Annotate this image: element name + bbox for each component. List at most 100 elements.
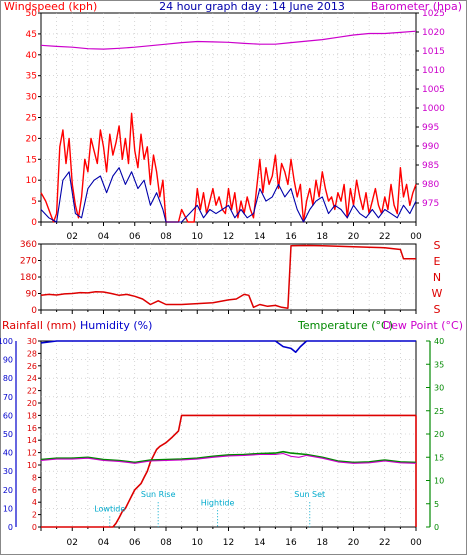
wind-panel-xtick-label: 04 [98,232,110,242]
rain-panel-xtick-label: 02 [67,538,78,548]
wind-panel-xtick-label: 18 [317,232,329,242]
direction-tick-label: 180 [20,273,37,283]
compass-letter: S [434,239,441,252]
windspeed-tick-label: 35 [26,72,37,82]
chart-title: 24 hour graph day : 14 June 2013 [159,0,345,13]
annotation-label: Lowtide [94,505,125,514]
humidity-tick-label: 20 [3,486,13,495]
windspeed-tick-label: 50 [26,9,38,19]
barometer-line [40,30,417,50]
windspeed-tick-label: 20 [26,134,38,144]
temperature-tick-label: 15 [434,453,444,462]
rain-humidity-temperature-panel: 0102030405060708090100024681012141618202… [0,337,444,548]
wind-barometer-panel: 0510152025303540455097598098599099510001… [26,9,446,242]
rain-panel-xtick-label: 10 [192,538,204,548]
rainfall-tick-label: 8 [32,473,37,482]
wind-average-line [40,167,417,223]
rainfall-tick-label: 14 [27,436,37,445]
rain-panel-xtick-label: 04 [98,538,110,548]
annotation-label: Hightide [201,498,235,507]
rainfall-tick-label: 16 [27,424,37,433]
humidity-axis-title: Humidity (%) [80,319,152,332]
temperature-tick-label: 10 [434,477,444,486]
temperature-tick-label: 0 [434,523,439,532]
barometer-axis-title: Barometer (hpa) [371,0,462,13]
barometer-tick-label: 1015 [422,47,445,57]
barometer-tick-label: 985 [422,161,439,171]
rain-panel-xtick-label: 08 [160,538,172,548]
humidity-line [40,340,416,354]
wind-panel-xtick-label: 10 [192,232,204,242]
barometer-tick-label: 1020 [422,28,445,38]
rain-panel-xtick-label: 22 [379,538,390,548]
direction-tick-label: 360 [20,240,37,250]
rainfall-tick-label: 22 [27,387,37,396]
windspeed-axis-title: Windspeed (kph) [4,0,97,13]
windspeed-tick-label: 10 [26,176,38,186]
dewpoint-axis-title: Dew Point (°C) [383,319,463,332]
rainfall-tick-label: 2 [32,511,37,520]
rain-panel-xtick-label: 18 [317,538,329,548]
rainfall-tick-label: 24 [27,374,37,383]
rainfall-tick-label: 30 [27,337,37,346]
rainfall-tick-label: 0 [32,523,37,532]
windspeed-tick-label: 25 [26,114,37,124]
wind-gust-line [40,112,417,223]
wind-panel-xtick-label: 16 [285,232,297,242]
rain-panel-xtick-label: 16 [285,538,297,548]
annotation-label: Sun Set [294,490,325,499]
temperature-tick-label: 5 [434,500,439,509]
windspeed-tick-label: 0 [31,218,37,228]
temperature-tick-label: 25 [434,407,444,416]
rainfall-tick-label: 6 [32,486,37,495]
barometer-tick-label: 1000 [422,104,445,114]
wind-direction-line [40,244,416,309]
rain-panel-xtick-label: 00 [410,538,422,548]
barometer-tick-label: 1025 [422,9,445,19]
humidity-tick-label: 10 [3,504,13,513]
rainfall-axis-title: Rainfall (mm) [2,319,76,332]
humidity-tick-label: 70 [3,393,13,402]
temperature-tick-label: 35 [434,360,444,369]
humidity-tick-label: 30 [3,467,13,476]
rainfall-tick-label: 10 [27,461,37,470]
barometer-tick-label: 1010 [422,66,445,76]
temperature-line [40,450,417,464]
humidity-tick-label: 50 [3,430,13,439]
rainfall-tick-label: 26 [27,362,37,371]
wind-panel-xtick-label: 22 [379,232,390,242]
compass-letter: W [432,287,443,300]
direction-tick-label: 270 [20,257,37,267]
temperature-tick-label: 40 [434,337,444,346]
wind-panel-xtick-label: 14 [254,232,266,242]
rain-panel-xtick-label: 20 [348,538,360,548]
rain-panel-xtick-label: 12 [223,538,234,548]
rainfall-tick-label: 12 [27,449,37,458]
windspeed-tick-label: 45 [26,30,37,40]
barometer-tick-label: 1005 [422,85,445,95]
windspeed-tick-label: 40 [26,51,38,61]
humidity-tick-label: 60 [3,411,13,420]
humidity-tick-label: 90 [3,356,13,365]
windspeed-tick-label: 5 [31,197,37,207]
rainfall-tick-label: 28 [27,349,37,358]
rainfall-tick-label: 20 [27,399,37,408]
direction-tick-label: 90 [26,290,38,300]
rainfall-tick-label: 4 [32,498,37,507]
wind-panel-xtick-label: 00 [410,232,422,242]
rain-panel-xtick-label: 14 [254,538,266,548]
temperature-tick-label: 30 [434,384,444,393]
temperature-axis-title: Temperature (°C) [297,319,393,332]
humidity-tick-label: 0 [8,523,13,532]
wind-panel-xtick-label: 12 [223,232,234,242]
rainfall-tick-label: 18 [27,411,37,420]
wind-panel-xtick-label: 08 [160,232,172,242]
barometer-tick-label: 975 [422,199,439,209]
compass-letter: N [433,271,441,284]
rain-panel-xtick-label: 06 [129,538,141,548]
humidity-tick-label: 80 [3,374,13,383]
rainfall-line [41,414,416,528]
